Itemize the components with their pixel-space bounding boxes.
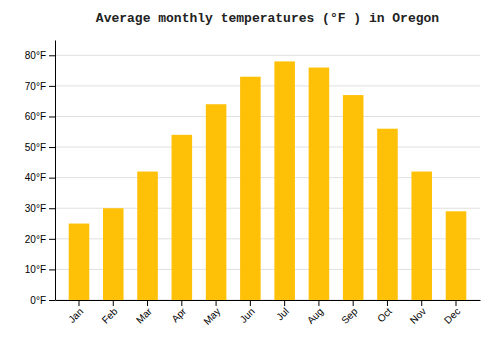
x-tick: Jun [238,300,257,325]
x-tick: Jul [274,300,291,322]
bar [343,95,364,300]
x-tick-mark [353,300,354,306]
x-tick-mark [387,300,388,306]
y-tick: 10°F [25,264,55,275]
bar [137,172,158,300]
x-tick-label: Sep [339,305,360,326]
x-tick-mark [456,300,457,306]
y-tick: 80°F [25,50,55,61]
x-tick: Jan [66,300,85,325]
x-tick-mark [147,300,148,306]
x-tick: Nov [408,300,428,326]
y-tick-mark [49,239,55,240]
y-tick: 0°F [30,295,55,306]
y-tick-label: 40°F [25,172,46,183]
x-tick-mark [250,300,251,306]
y-tick-mark [49,300,55,301]
x-tick: Mar [134,300,154,326]
y-tick-label: 20°F [25,234,46,245]
x-tick-mark [113,300,114,306]
grid [55,55,480,300]
x-tick-label: Dec [442,306,462,326]
y-tick-mark [49,86,55,87]
x-axis-line [56,300,481,301]
grid-line [55,147,480,148]
grid-line [55,85,480,86]
x-tick-label: Feb [100,305,120,325]
x-tick-label: Oct [375,306,394,325]
x-tick: May [201,300,222,327]
chart: 0°F 10°F 20°F 30°F 40°F 50°F 60°F 70°F 80°F Jan Fe… [0,0,500,350]
x-tick-label: Apr [169,305,188,324]
bar [240,77,261,300]
x-tick: Oct [375,300,394,324]
x-tick-label: Nov [408,306,428,326]
x-tick-mark [181,300,182,306]
plot-area: 0°F 10°F 20°F 30°F 40°F 50°F 60°F 70°F 80°F Jan Fe… [25,41,481,327]
x-tick: Apr [169,300,188,324]
y-tick: 30°F [25,203,55,214]
bar [69,224,90,300]
y-tick-label: 10°F [25,264,46,275]
y-tick-label: 0°F [30,295,46,306]
x-tick-label: Aug [305,306,325,326]
bar [309,68,330,300]
y-tick-label: 70°F [25,81,46,92]
y-tick-label: 30°F [25,203,46,214]
y-tick-label: 60°F [25,111,46,122]
y-tick-label: 80°F [25,50,46,61]
x-tick-label: Jan [66,306,85,325]
x-tick-label: May [201,306,222,327]
x-tick-mark [216,300,217,306]
x-tick-mark [318,300,319,306]
x-tick: Aug [305,300,325,326]
x-tick-label: Mar [134,305,154,325]
y-tick-mark [49,55,55,56]
x-tick-label: Jul [274,306,291,323]
y-axis: 0°F 10°F 20°F 30°F 40°F 50°F 60°F 70°F 80°F [25,41,56,306]
y-tick-label: 50°F [25,142,46,153]
x-axis: Jan Feb Mar Apr May Jun Jul Aug Sep Oct Nov Dec [56,300,481,327]
y-tick-mark [49,178,55,179]
grid-line [55,116,480,117]
grid-line [55,55,480,56]
bar [103,208,124,300]
x-tick: Dec [442,300,462,326]
bar [377,129,398,300]
y-tick: 70°F [25,81,55,92]
y-tick: 20°F [25,234,55,245]
bar [274,61,295,300]
x-tick: Feb [100,300,120,326]
y-tick-mark [49,269,55,270]
x-tick-mark [421,300,422,306]
y-tick-mark [49,116,55,117]
title: Average monthly temperatures (°F ) in Or… [96,11,439,26]
y-tick: 50°F [25,142,55,153]
bar [446,211,467,300]
y-tick: 60°F [25,111,55,122]
x-tick-label: Jun [238,306,257,325]
y-tick: 40°F [25,172,55,183]
bars [69,61,467,300]
bar [206,104,227,300]
y-tick-mark [49,208,55,209]
y-tick-mark [49,147,55,148]
y-axis-line [55,41,56,301]
x-tick-mark [284,300,285,306]
x-tick-mark [78,300,79,306]
bar [172,135,193,300]
bar [411,172,432,300]
x-tick: Sep [339,300,360,326]
